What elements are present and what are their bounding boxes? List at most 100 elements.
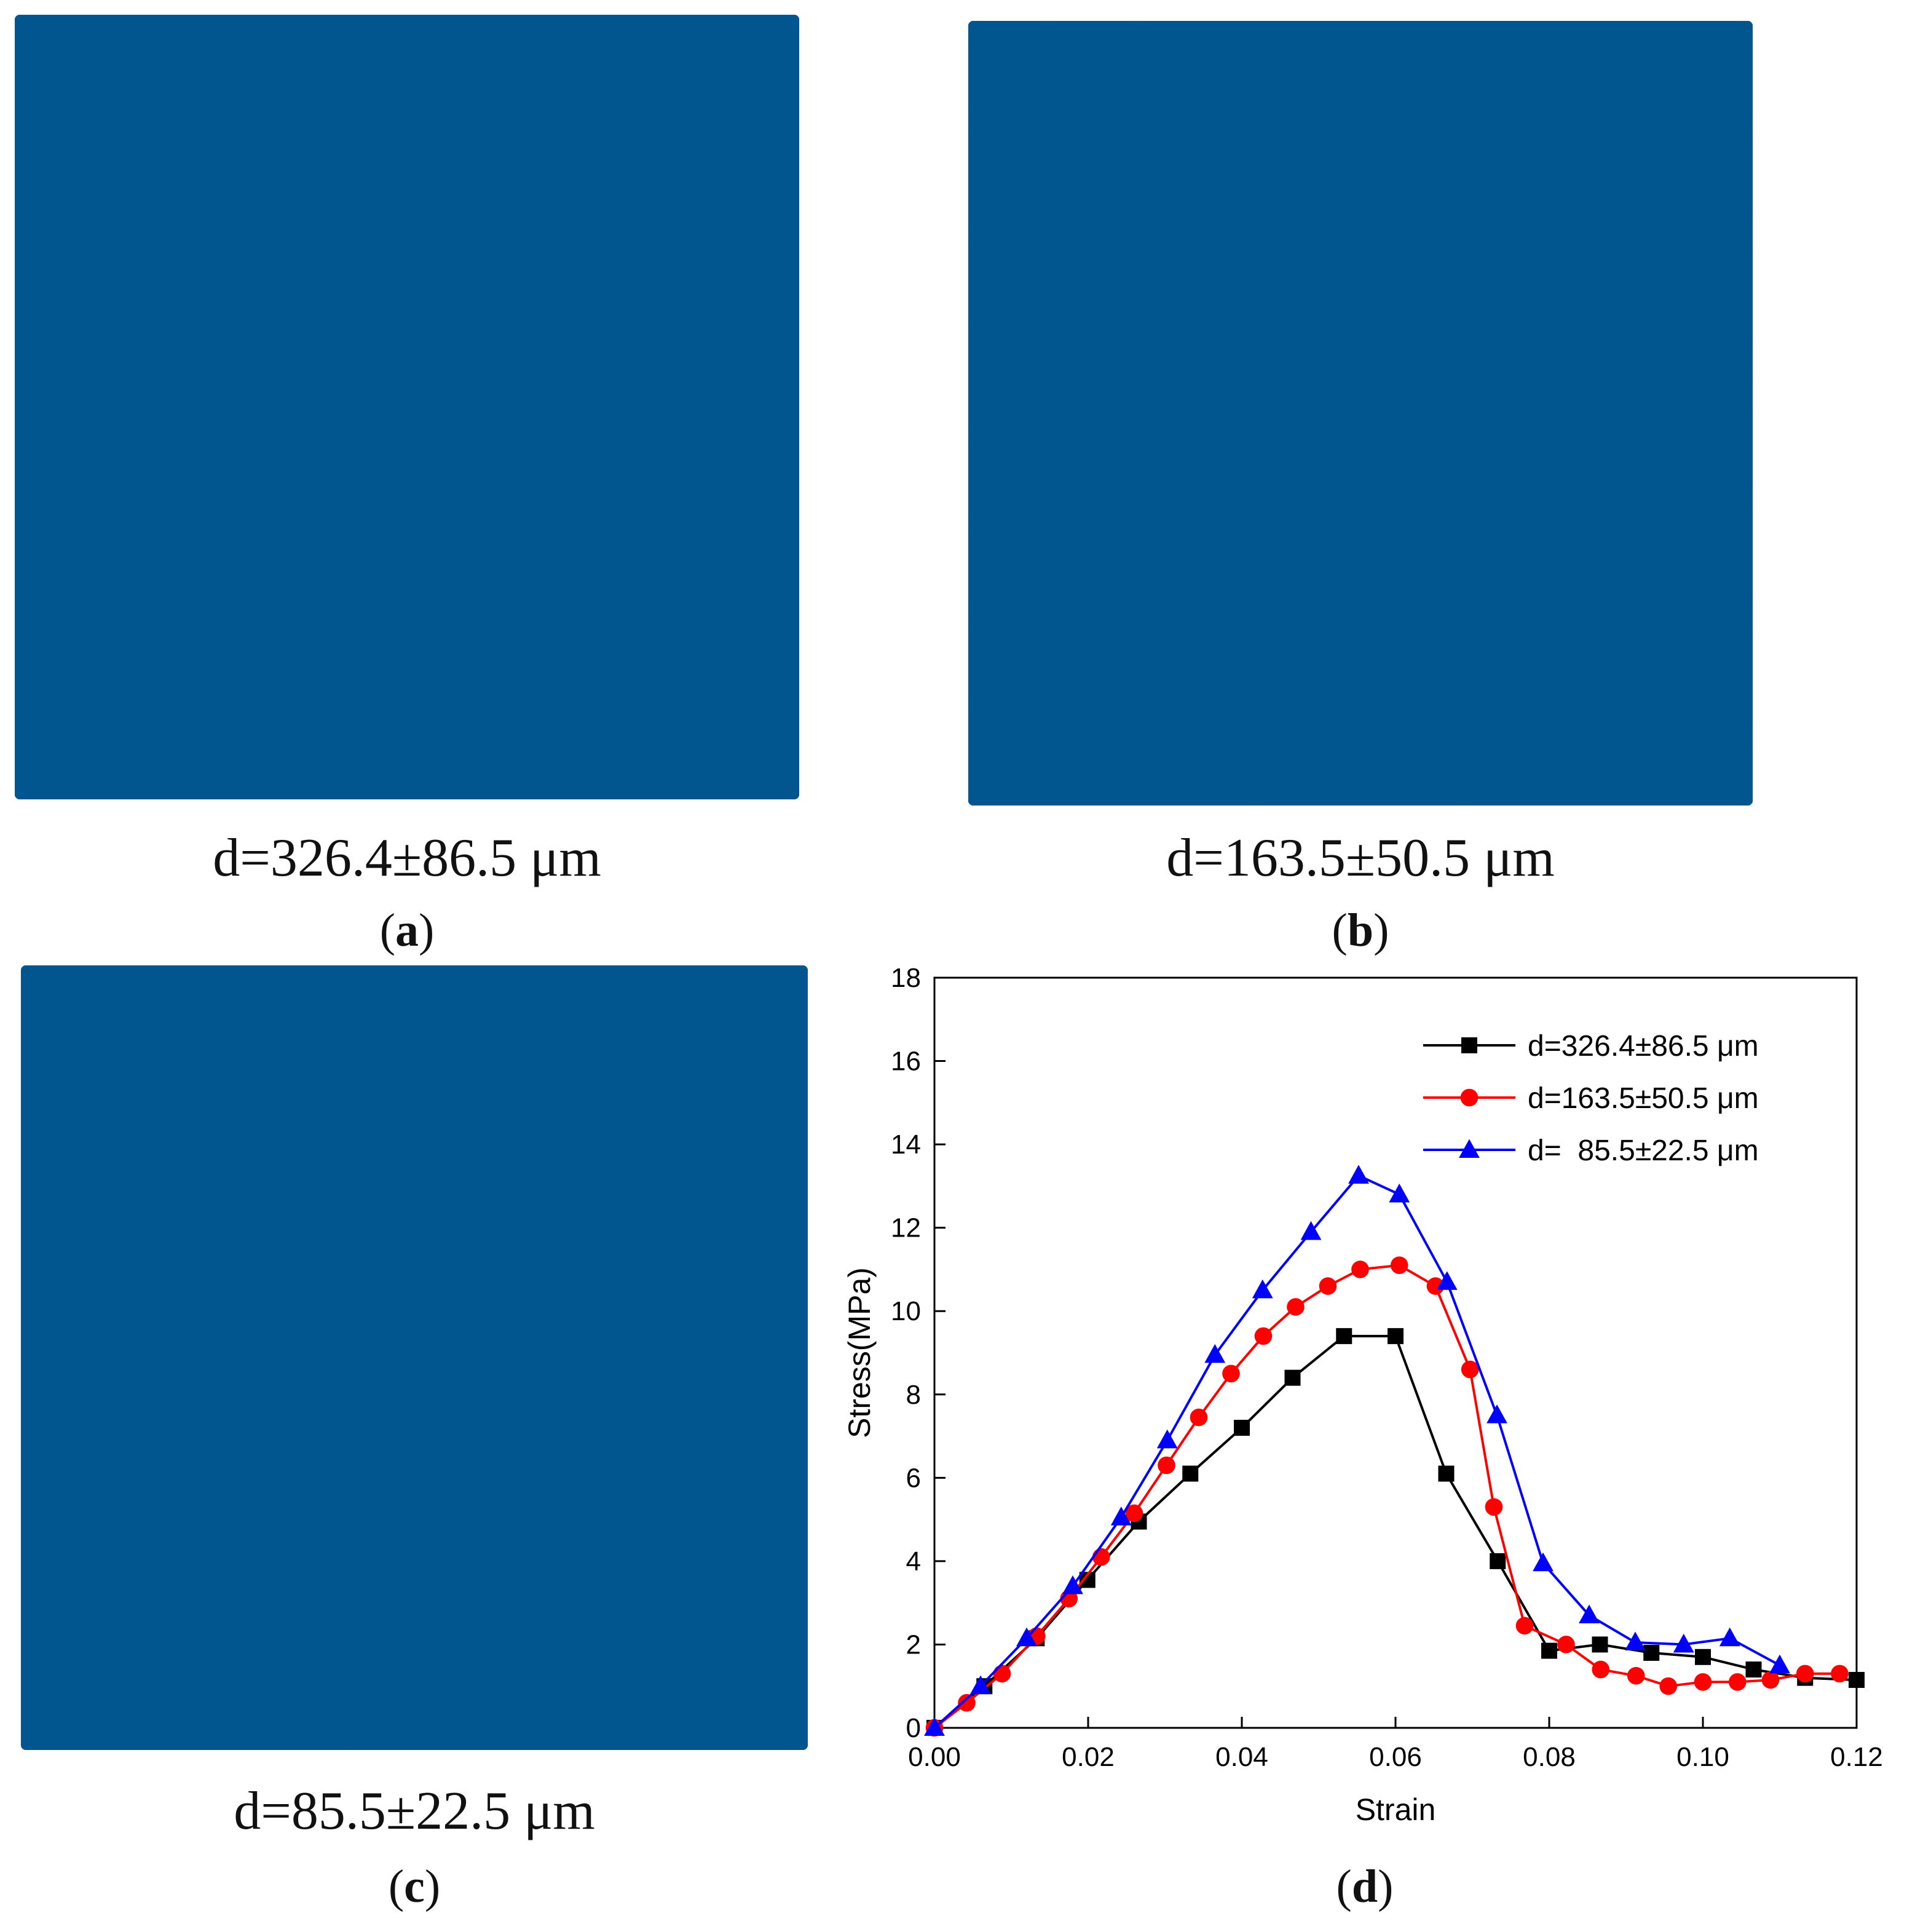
data-point-circle bbox=[1557, 1636, 1575, 1653]
y-tick-label: 4 bbox=[906, 1546, 921, 1577]
grain bbox=[740, 1574, 808, 1645]
grain bbox=[745, 1698, 808, 1750]
grain bbox=[408, 1693, 485, 1750]
grain bbox=[1651, 488, 1753, 626]
data-point-circle bbox=[1426, 1277, 1445, 1295]
data-point-square bbox=[1388, 1328, 1404, 1344]
data-point-triangle bbox=[970, 1675, 991, 1695]
grain-map-a bbox=[15, 15, 799, 799]
data-point-square bbox=[1643, 1645, 1660, 1661]
grain-map-c bbox=[21, 965, 808, 1750]
data-point-circle bbox=[1461, 1360, 1479, 1379]
y-tick-label: 0 bbox=[906, 1713, 921, 1743]
series-line bbox=[933, 1334, 1857, 1729]
x-tick-label: 0.00 bbox=[908, 1742, 961, 1772]
data-point-triangle bbox=[1204, 1344, 1226, 1363]
data-point-circle bbox=[1254, 1327, 1273, 1345]
data-point-square bbox=[1182, 1465, 1199, 1482]
x-tick-label: 0.02 bbox=[1062, 1742, 1115, 1772]
y-tick-label: 8 bbox=[906, 1380, 921, 1410]
data-point-triangle bbox=[1719, 1627, 1740, 1647]
panel-label-a: (a) bbox=[379, 905, 435, 956]
panel-label-b: (b) bbox=[1332, 905, 1389, 956]
data-point-circle bbox=[1796, 1665, 1814, 1683]
grain bbox=[1589, 708, 1753, 806]
grain bbox=[1349, 21, 1482, 114]
x-tick-label: 0.04 bbox=[1215, 1742, 1268, 1772]
legend-label: d=163.5±50.5 μm bbox=[1528, 1082, 1759, 1115]
series-triangle bbox=[924, 1165, 1790, 1736]
data-point-triangle bbox=[1300, 1221, 1322, 1240]
grain bbox=[750, 1301, 808, 1376]
grain bbox=[130, 1479, 197, 1549]
stress-strain-chart: 0.00 0.02 0.04 0.06 0.08 0.10 0.12 0 2 4 6 8 10 12 14 1… bbox=[842, 963, 1883, 1827]
data-point-circle bbox=[1390, 1256, 1408, 1274]
data-point-circle bbox=[1728, 1673, 1747, 1691]
data-point-square bbox=[1695, 1649, 1711, 1665]
data-point-triangle bbox=[1487, 1404, 1507, 1423]
grain bbox=[751, 1364, 808, 1448]
grain bbox=[1058, 309, 1190, 435]
data-point-triangle bbox=[1389, 1183, 1410, 1203]
panel-label-c: (c) bbox=[388, 1861, 441, 1912]
grain-size-label-a: d=326.4±86.5 μm bbox=[213, 828, 601, 888]
legend-label: d= 85.5±22.5 μm bbox=[1528, 1134, 1759, 1167]
data-point-circle bbox=[1287, 1298, 1305, 1316]
data-point-triangle bbox=[1436, 1271, 1458, 1290]
data-point-square bbox=[1336, 1328, 1352, 1344]
data-point-square bbox=[1849, 1672, 1865, 1689]
data-point-circle bbox=[1125, 1504, 1143, 1522]
data-point-circle bbox=[1092, 1548, 1110, 1566]
grain-size-label-b: d=163.5±50.5 μm bbox=[1166, 828, 1555, 888]
grain bbox=[729, 1419, 808, 1487]
data-point-square bbox=[1461, 1037, 1477, 1053]
grain-size-label-c: d=85.5±22.5 μm bbox=[234, 1781, 595, 1841]
data-point-triangle bbox=[1110, 1506, 1132, 1526]
data-point-circle bbox=[1319, 1277, 1337, 1295]
data-point-triangle bbox=[1579, 1604, 1600, 1623]
y-tick-label: 2 bbox=[906, 1629, 921, 1660]
data-point-square bbox=[1490, 1553, 1506, 1569]
data-point-circle bbox=[1627, 1666, 1645, 1685]
data-point-triangle bbox=[924, 1717, 945, 1736]
grain bbox=[1327, 518, 1471, 652]
data-point-circle bbox=[1831, 1665, 1849, 1683]
data-point-circle bbox=[1460, 1088, 1479, 1107]
grain bbox=[636, 15, 799, 231]
data-point-square bbox=[1541, 1642, 1557, 1659]
grain bbox=[729, 1473, 808, 1543]
data-point-circle bbox=[1659, 1677, 1678, 1695]
grain-map-b bbox=[968, 21, 1753, 806]
data-point-square bbox=[1284, 1369, 1301, 1386]
grain bbox=[614, 321, 799, 489]
grain bbox=[112, 1536, 199, 1597]
data-point-circle bbox=[1761, 1671, 1780, 1689]
grain bbox=[521, 1641, 593, 1708]
y-tick-label: 16 bbox=[891, 1047, 921, 1077]
y-tick-label: 10 bbox=[891, 1296, 921, 1326]
legend: d=326.4±86.5 μm d=163.5±50.5 μm d= 85.5±22… bbox=[1423, 1030, 1759, 1167]
data-point-circle bbox=[1515, 1617, 1534, 1635]
x-tick-label: 0.08 bbox=[1523, 1742, 1576, 1772]
data-point-triangle bbox=[1348, 1165, 1369, 1184]
data-point-circle bbox=[1158, 1456, 1175, 1475]
grain bbox=[602, 455, 799, 655]
data-point-triangle bbox=[1673, 1633, 1694, 1653]
y-tick-label: 6 bbox=[906, 1463, 921, 1493]
grain-structure-image-c bbox=[21, 965, 808, 1750]
data-point-circle bbox=[958, 1694, 976, 1712]
series-square bbox=[926, 1328, 1865, 1736]
grain bbox=[637, 628, 799, 799]
data-point-circle bbox=[1694, 1673, 1712, 1691]
data-point-triangle bbox=[1769, 1654, 1790, 1674]
data-point-circle bbox=[993, 1665, 1011, 1683]
y-axis-label: Stress(MPa) bbox=[842, 1267, 877, 1438]
x-axis-label: Strain bbox=[1356, 1792, 1436, 1827]
x-tick-label: 0.12 bbox=[1830, 1742, 1883, 1772]
y-tick-label: 18 bbox=[891, 963, 921, 993]
grain-structure-image-a bbox=[15, 15, 799, 799]
x-tick-label: 0.06 bbox=[1369, 1742, 1422, 1772]
legend-label: d=326.4±86.5 μm bbox=[1528, 1030, 1759, 1063]
data-point-circle bbox=[1485, 1498, 1503, 1516]
data-point-circle bbox=[1351, 1261, 1369, 1278]
